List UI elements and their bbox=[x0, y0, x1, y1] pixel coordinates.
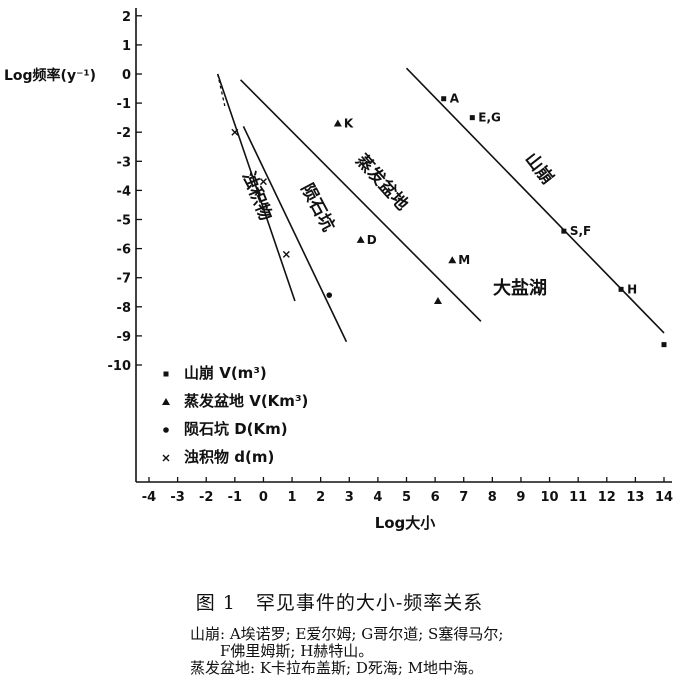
figure-notes: 山崩: A埃诺罗; E爱尔姆; G哥尔道; S塞得马尔; F佛里姆斯; H赫特山… bbox=[190, 626, 503, 677]
triangle-point bbox=[448, 256, 457, 264]
legend-entry: 山崩 V(m³) bbox=[184, 364, 267, 382]
figure-caption: 图 1 罕见事件的大小-频率关系 bbox=[195, 592, 484, 614]
circle-point bbox=[326, 292, 333, 298]
axes: 210-1-2-3-4-5-6-7-8-9-10-4 -3 -2 -1 0 1 2 3 4 5 6 7… bbox=[4, 8, 673, 532]
y-tick-label: -4 bbox=[117, 184, 131, 199]
legend-entry: 蒸发盆地 V(Km³) bbox=[184, 392, 308, 410]
y-axis-title: Log频率(y⁻¹) bbox=[4, 67, 96, 84]
triangle-point bbox=[356, 235, 365, 243]
data-points bbox=[231, 96, 667, 348]
x-tick-label: 13 bbox=[626, 490, 644, 505]
note-line: 山崩: A埃诺罗; E爱尔姆; G哥尔道; S塞得马尔; bbox=[190, 625, 504, 643]
x-tick-label: -3 bbox=[170, 490, 184, 505]
square-point bbox=[441, 96, 447, 102]
x-axis-title: Log大小 bbox=[375, 514, 436, 532]
x-tick-label: 2 bbox=[316, 490, 325, 505]
square-point bbox=[469, 115, 475, 121]
x-tick-label: -4 bbox=[142, 490, 156, 505]
y-tick-label: -2 bbox=[117, 126, 131, 141]
point-label: A bbox=[450, 92, 460, 106]
cross-point bbox=[231, 128, 239, 136]
y-tick-label: -7 bbox=[117, 272, 131, 287]
square-point bbox=[561, 228, 567, 234]
y-tick-label: 2 bbox=[122, 10, 131, 25]
y-tick-label: -5 bbox=[117, 214, 131, 229]
y-tick-label: -10 bbox=[108, 359, 132, 374]
x-tick-label: 9 bbox=[516, 490, 525, 505]
point-label: S,F bbox=[570, 224, 591, 238]
x-tick-label: -1 bbox=[228, 490, 242, 505]
point-label: D bbox=[367, 233, 377, 247]
annotation-label: 大盐湖 bbox=[493, 277, 547, 299]
y-tick-label: -9 bbox=[117, 330, 131, 345]
point-label: K bbox=[344, 116, 354, 130]
cross-point bbox=[162, 454, 170, 462]
y-tick-label: -8 bbox=[117, 301, 131, 316]
x-tick-label: 10 bbox=[541, 490, 559, 505]
y-tick-label: 1 bbox=[122, 39, 131, 54]
y-tick-label: -3 bbox=[117, 155, 131, 170]
triangle-point bbox=[333, 119, 342, 127]
line-label: 山崩 bbox=[521, 149, 558, 189]
legend-entry: 浊积物 d(m) bbox=[184, 448, 274, 466]
legend: 山崩 V(m³) 蒸发盆地 V(Km³) 陨石坑 D(Km) 浊积物 d(m) bbox=[162, 364, 308, 466]
point-label: M bbox=[458, 253, 470, 267]
size-frequency-chart: 210-1-2-3-4-5-6-7-8-9-10-4 -3 -2 -1 0 1 2 3 4 5 6 7… bbox=[4, 8, 673, 532]
x-tick-label: 14 bbox=[655, 490, 673, 505]
circle-point bbox=[163, 427, 169, 433]
trend-line bbox=[239, 79, 482, 322]
y-tick-label: -1 bbox=[117, 97, 131, 112]
square-point bbox=[163, 371, 169, 377]
x-tick-label: 4 bbox=[373, 490, 382, 505]
triangle-point bbox=[433, 296, 442, 304]
x-tick-label: 11 bbox=[569, 490, 587, 505]
square-point bbox=[618, 286, 624, 292]
note-line: F佛里姆斯; H赫特山。 bbox=[190, 642, 374, 660]
point-label: E,G bbox=[478, 111, 501, 125]
line-label: 陨石坑 bbox=[297, 180, 339, 235]
point-label: H bbox=[627, 282, 637, 296]
trend-line bbox=[242, 126, 348, 343]
line-label: 蒸发盆地 bbox=[352, 150, 413, 215]
x-tick-label: 7 bbox=[459, 490, 468, 505]
legend-entry: 陨石坑 D(Km) bbox=[184, 420, 288, 438]
y-tick-label: 0 bbox=[122, 68, 131, 83]
square-point bbox=[661, 342, 667, 348]
x-tick-label: 0 bbox=[259, 490, 268, 505]
cross-point bbox=[259, 178, 267, 186]
triangle-point bbox=[162, 398, 170, 405]
cross-point bbox=[282, 250, 290, 258]
note-line: 蒸发盆地: K卡拉布盖斯; D死海; M地中海。 bbox=[190, 659, 484, 677]
y-tick-label: -6 bbox=[117, 243, 131, 258]
x-tick-label: 1 bbox=[288, 490, 297, 505]
x-tick-label: 12 bbox=[598, 490, 616, 505]
line-label: 浊积物 bbox=[238, 168, 277, 223]
x-tick-label: 3 bbox=[345, 490, 354, 505]
x-tick-label: -2 bbox=[199, 490, 213, 505]
x-tick-label: 5 bbox=[402, 490, 411, 505]
trend-line bbox=[216, 73, 296, 302]
x-tick-label: 8 bbox=[488, 490, 497, 505]
x-tick-label: 6 bbox=[431, 490, 440, 505]
trend-lines bbox=[216, 67, 665, 343]
